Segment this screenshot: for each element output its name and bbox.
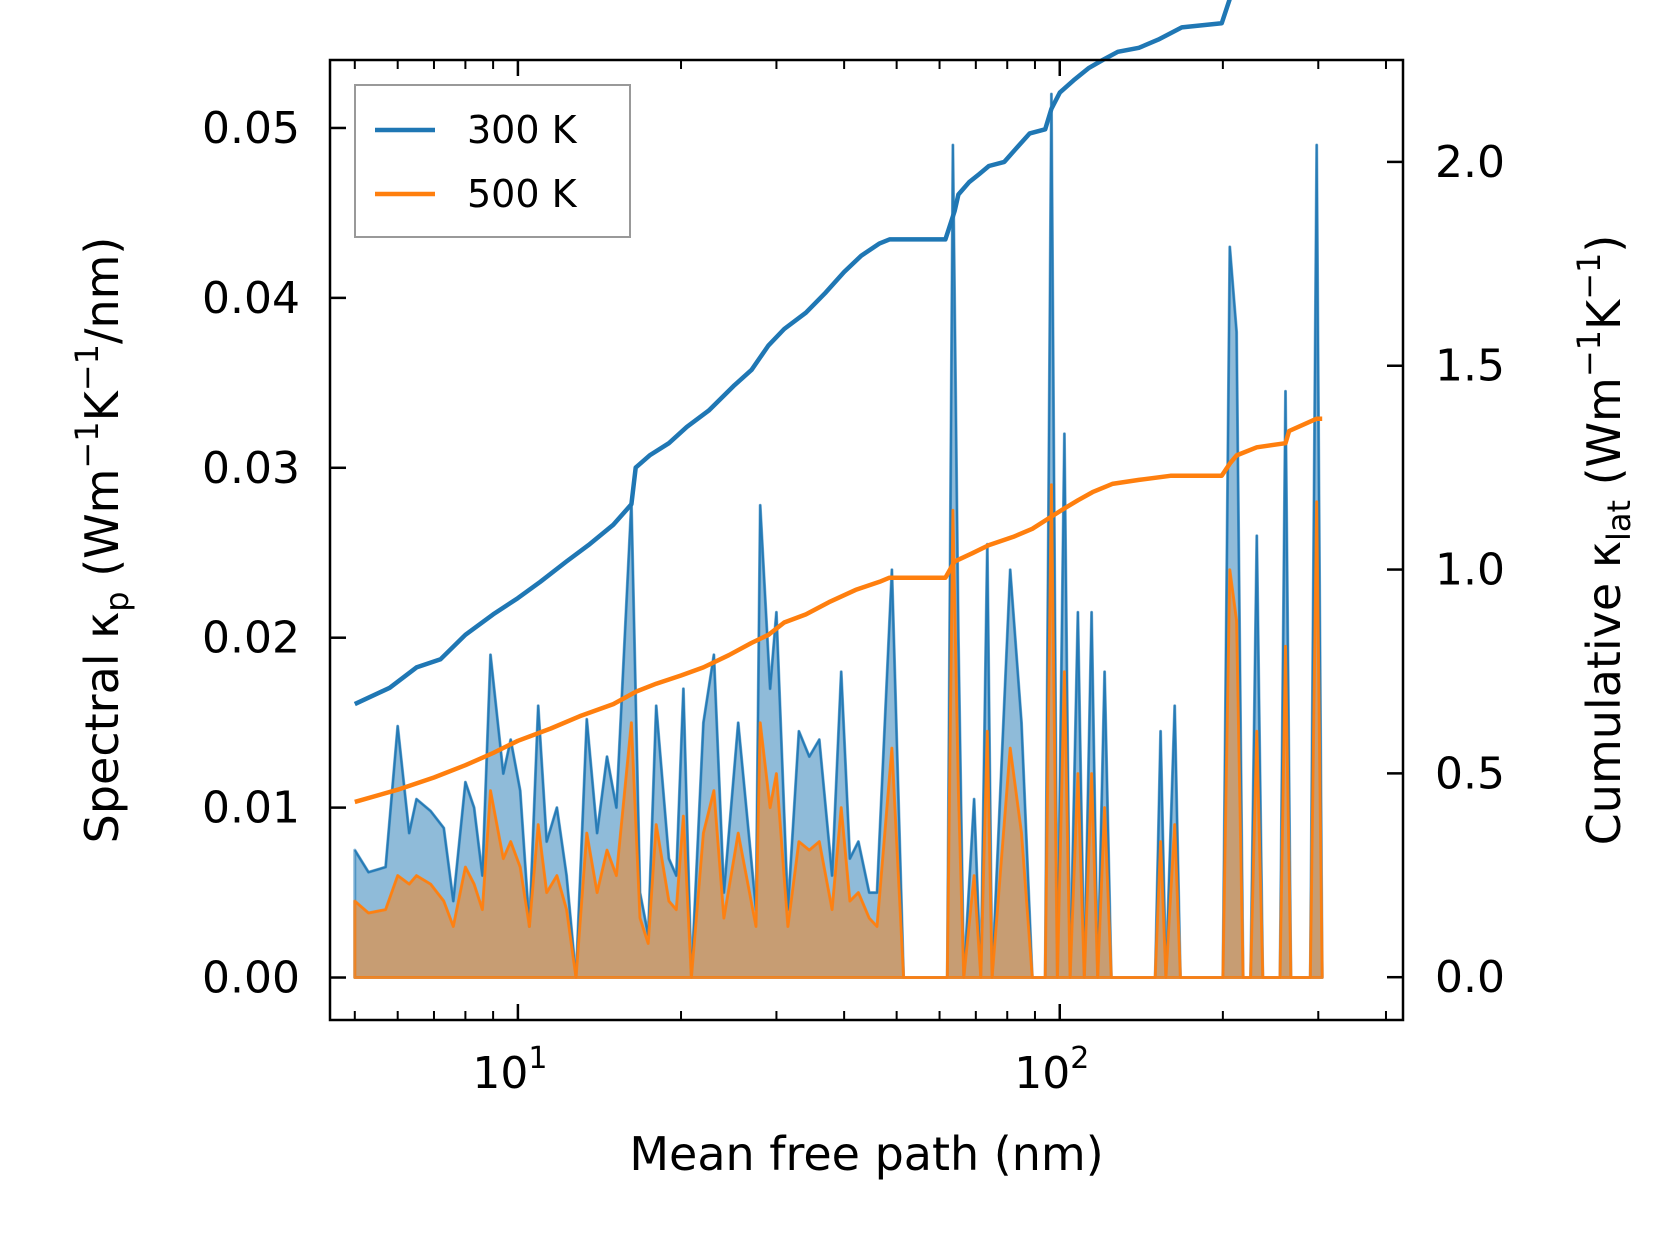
cumulative-line-300k: [353, 0, 1232, 707]
y-right-tick-label: 2.0: [1435, 137, 1505, 188]
y-left-tick-label: 0.05: [202, 103, 300, 154]
y-left-axis-label: Spectral κp (Wm−1K−1/nm): [68, 237, 136, 844]
y-right-tick-label: 0.0: [1435, 952, 1505, 1003]
y-right-tick-label: 0.5: [1435, 748, 1505, 799]
legend-label-300k: 300 K: [467, 108, 578, 152]
cumulative-line-500k: [354, 416, 1323, 805]
x-tick-label: 102: [1014, 1041, 1089, 1099]
y-left-tick-label: 0.03: [202, 443, 300, 494]
y-right-axis-label: Cumulative κlat (Wm−1K−1): [1570, 235, 1638, 846]
axis-ticks: [330, 60, 1403, 1020]
axes-frame: [328, 58, 1405, 1022]
y-left-tick-label: 0.00: [202, 953, 300, 1004]
y-right-tick-label: 1.0: [1435, 545, 1505, 596]
y-left-tick-label: 0.04: [202, 273, 300, 324]
axis-labels: 101 102 0.00 0.01 0.02 0.03 0.04 0.05 0.0 0.5 1.0 1…: [68, 103, 1638, 1181]
spectral-line-300k: [353, 93, 1324, 979]
plot-area: [353, 0, 1324, 979]
y-left-tick-label: 0.02: [202, 613, 300, 664]
y-left-tick-label: 0.01: [202, 783, 300, 834]
x-tick-label: 101: [472, 1041, 547, 1099]
spectral-line-500k: [354, 483, 1324, 979]
legend: 300 K 500 K: [354, 84, 631, 238]
legend-label-500k: 500 K: [467, 172, 578, 216]
legend-box: [354, 84, 631, 238]
x-axis-label: Mean free path (nm): [629, 1127, 1103, 1181]
y-right-tick-label: 1.5: [1435, 341, 1505, 392]
